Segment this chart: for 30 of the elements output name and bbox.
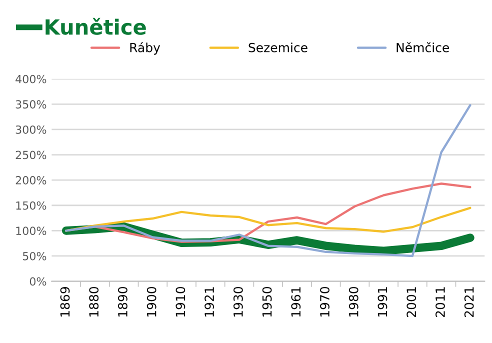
x-tick-label: 1980 bbox=[348, 286, 358, 317]
x-tick-label: 1890 bbox=[118, 286, 128, 317]
x-tick-label: 1930 bbox=[233, 286, 243, 317]
x-tick-label: 1880 bbox=[89, 286, 99, 317]
y-tick-label: 0% bbox=[30, 277, 46, 286]
y-tick-label: 300% bbox=[16, 125, 46, 134]
x-tick-label: 1991 bbox=[378, 287, 388, 317]
x-tick-label: 2021 bbox=[464, 287, 474, 318]
y-tick-label: 350% bbox=[16, 100, 46, 109]
x-tick-label: 1910 bbox=[176, 286, 186, 317]
y-tick-label: 200% bbox=[16, 176, 46, 184]
legend-label: Němčice bbox=[396, 42, 449, 52]
x-tick-label: 1970 bbox=[320, 286, 330, 317]
y-tick-label: 50% bbox=[22, 252, 46, 260]
line-series bbox=[64, 206, 472, 233]
y-tick-label: 400% bbox=[16, 74, 46, 84]
legend-label: Sezemice bbox=[248, 42, 308, 52]
x-tick-label: 1950 bbox=[262, 286, 272, 317]
y-tick-label: 150% bbox=[16, 201, 46, 210]
x-tick-label: 1961 bbox=[291, 287, 301, 317]
line-series bbox=[64, 104, 472, 258]
legend-label: Kunětice bbox=[46, 18, 146, 35]
x-tick-label: 2011 bbox=[435, 287, 445, 318]
y-tick-label: 100% bbox=[16, 226, 46, 236]
y-tick-label: 250% bbox=[16, 150, 46, 160]
x-tick-label: 1869 bbox=[60, 287, 70, 317]
legend-label: Ráby bbox=[130, 42, 160, 55]
x-tick-label: 1900 bbox=[146, 286, 156, 317]
x-tick-label: 1921 bbox=[204, 287, 214, 317]
x-tick-label: 2001 bbox=[406, 287, 416, 318]
